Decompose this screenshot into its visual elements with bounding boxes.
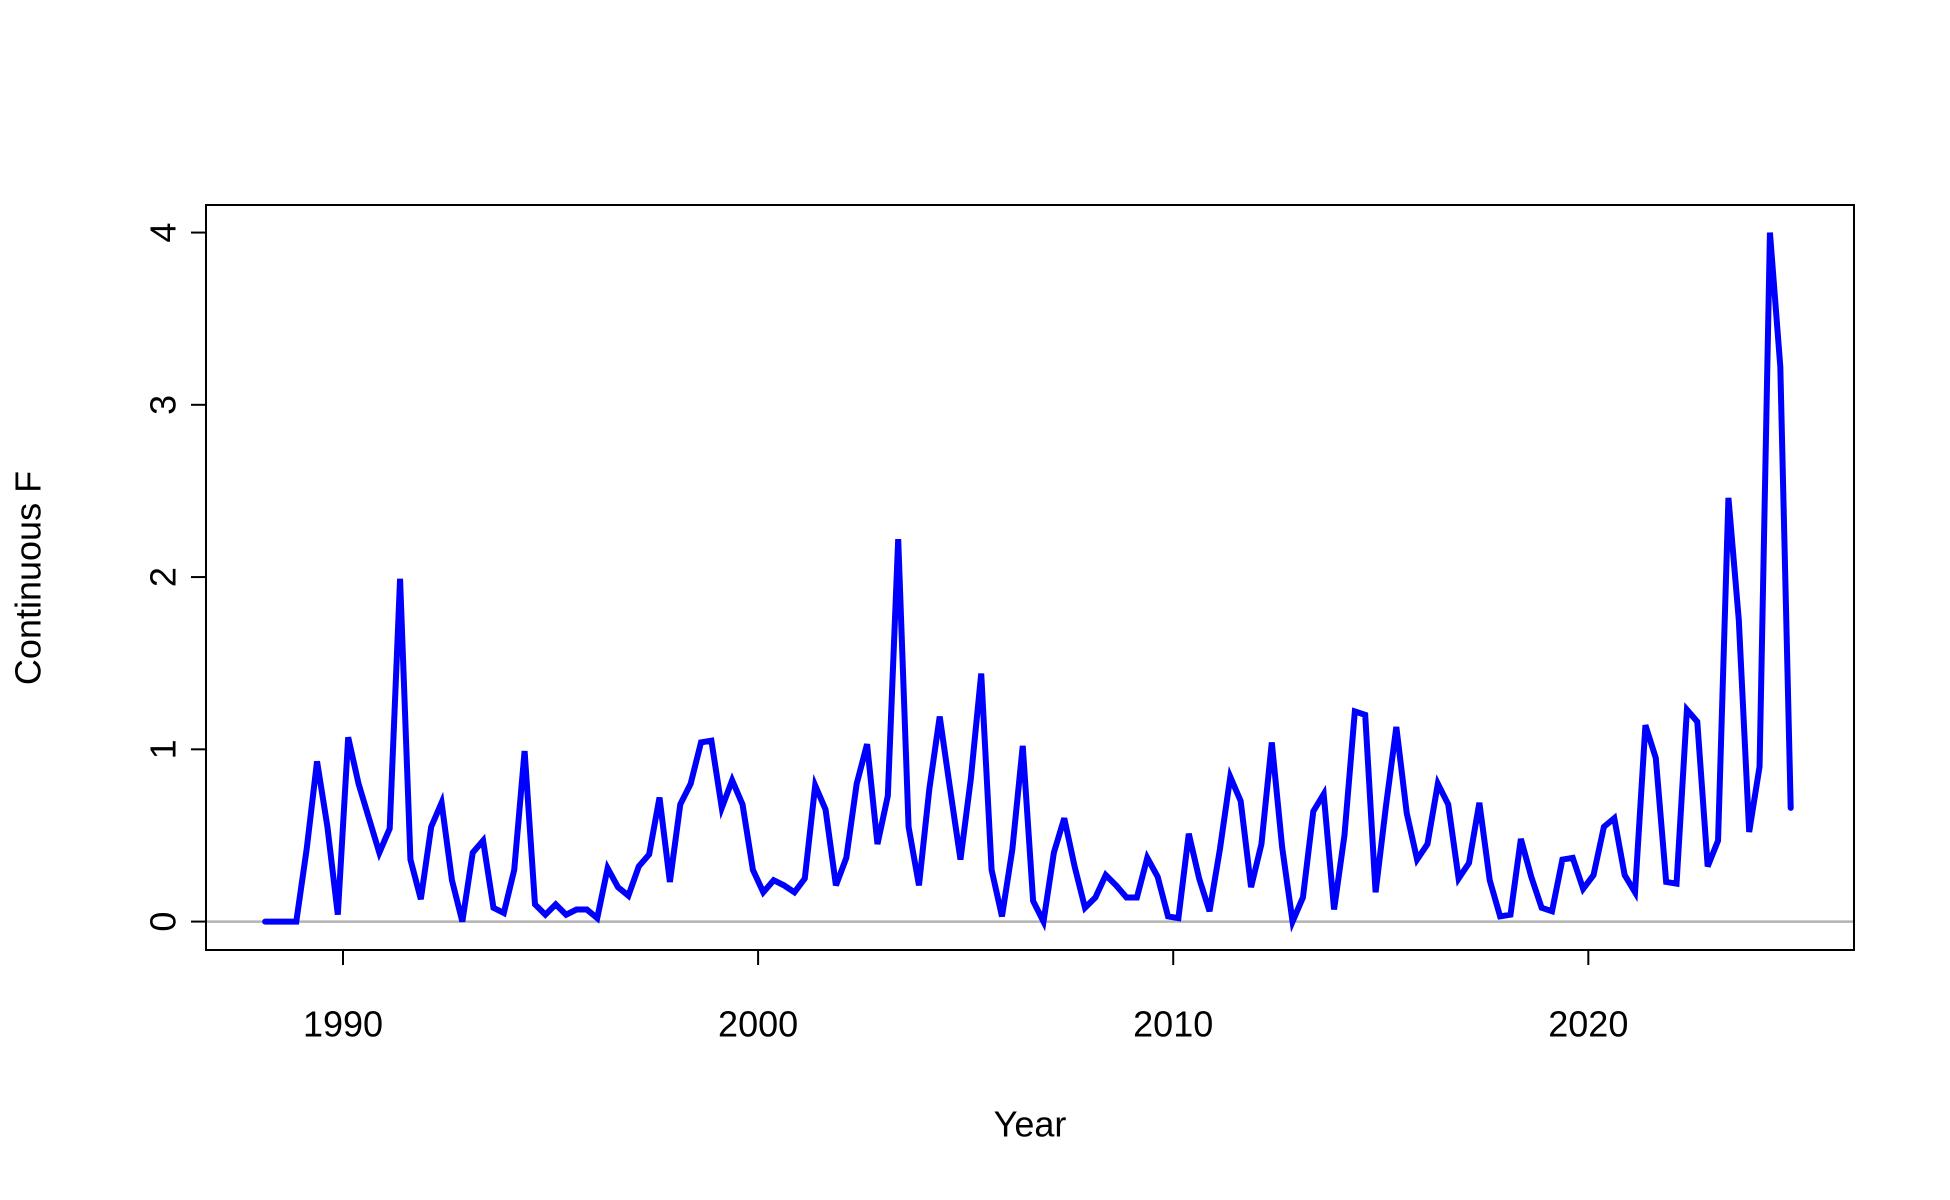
data-line <box>262 232 1794 933</box>
y-axis-label: Continuous F <box>8 471 49 685</box>
x-tick-label: 2020 <box>1548 1004 1628 1045</box>
y-tick-label: 0 <box>143 912 184 932</box>
y-tick-label: 3 <box>143 395 184 415</box>
y-tick-label: 1 <box>143 739 184 759</box>
plot-frame <box>205 204 1855 951</box>
x-tick-label: 1990 <box>303 1004 383 1045</box>
y-tick-label: 4 <box>143 223 184 243</box>
x-axis-label: Year <box>994 1104 1067 1145</box>
x-tick-label: 2010 <box>1133 1004 1213 1045</box>
y-tick-label: 2 <box>143 567 184 587</box>
x-tick-label: 2000 <box>718 1004 798 1045</box>
